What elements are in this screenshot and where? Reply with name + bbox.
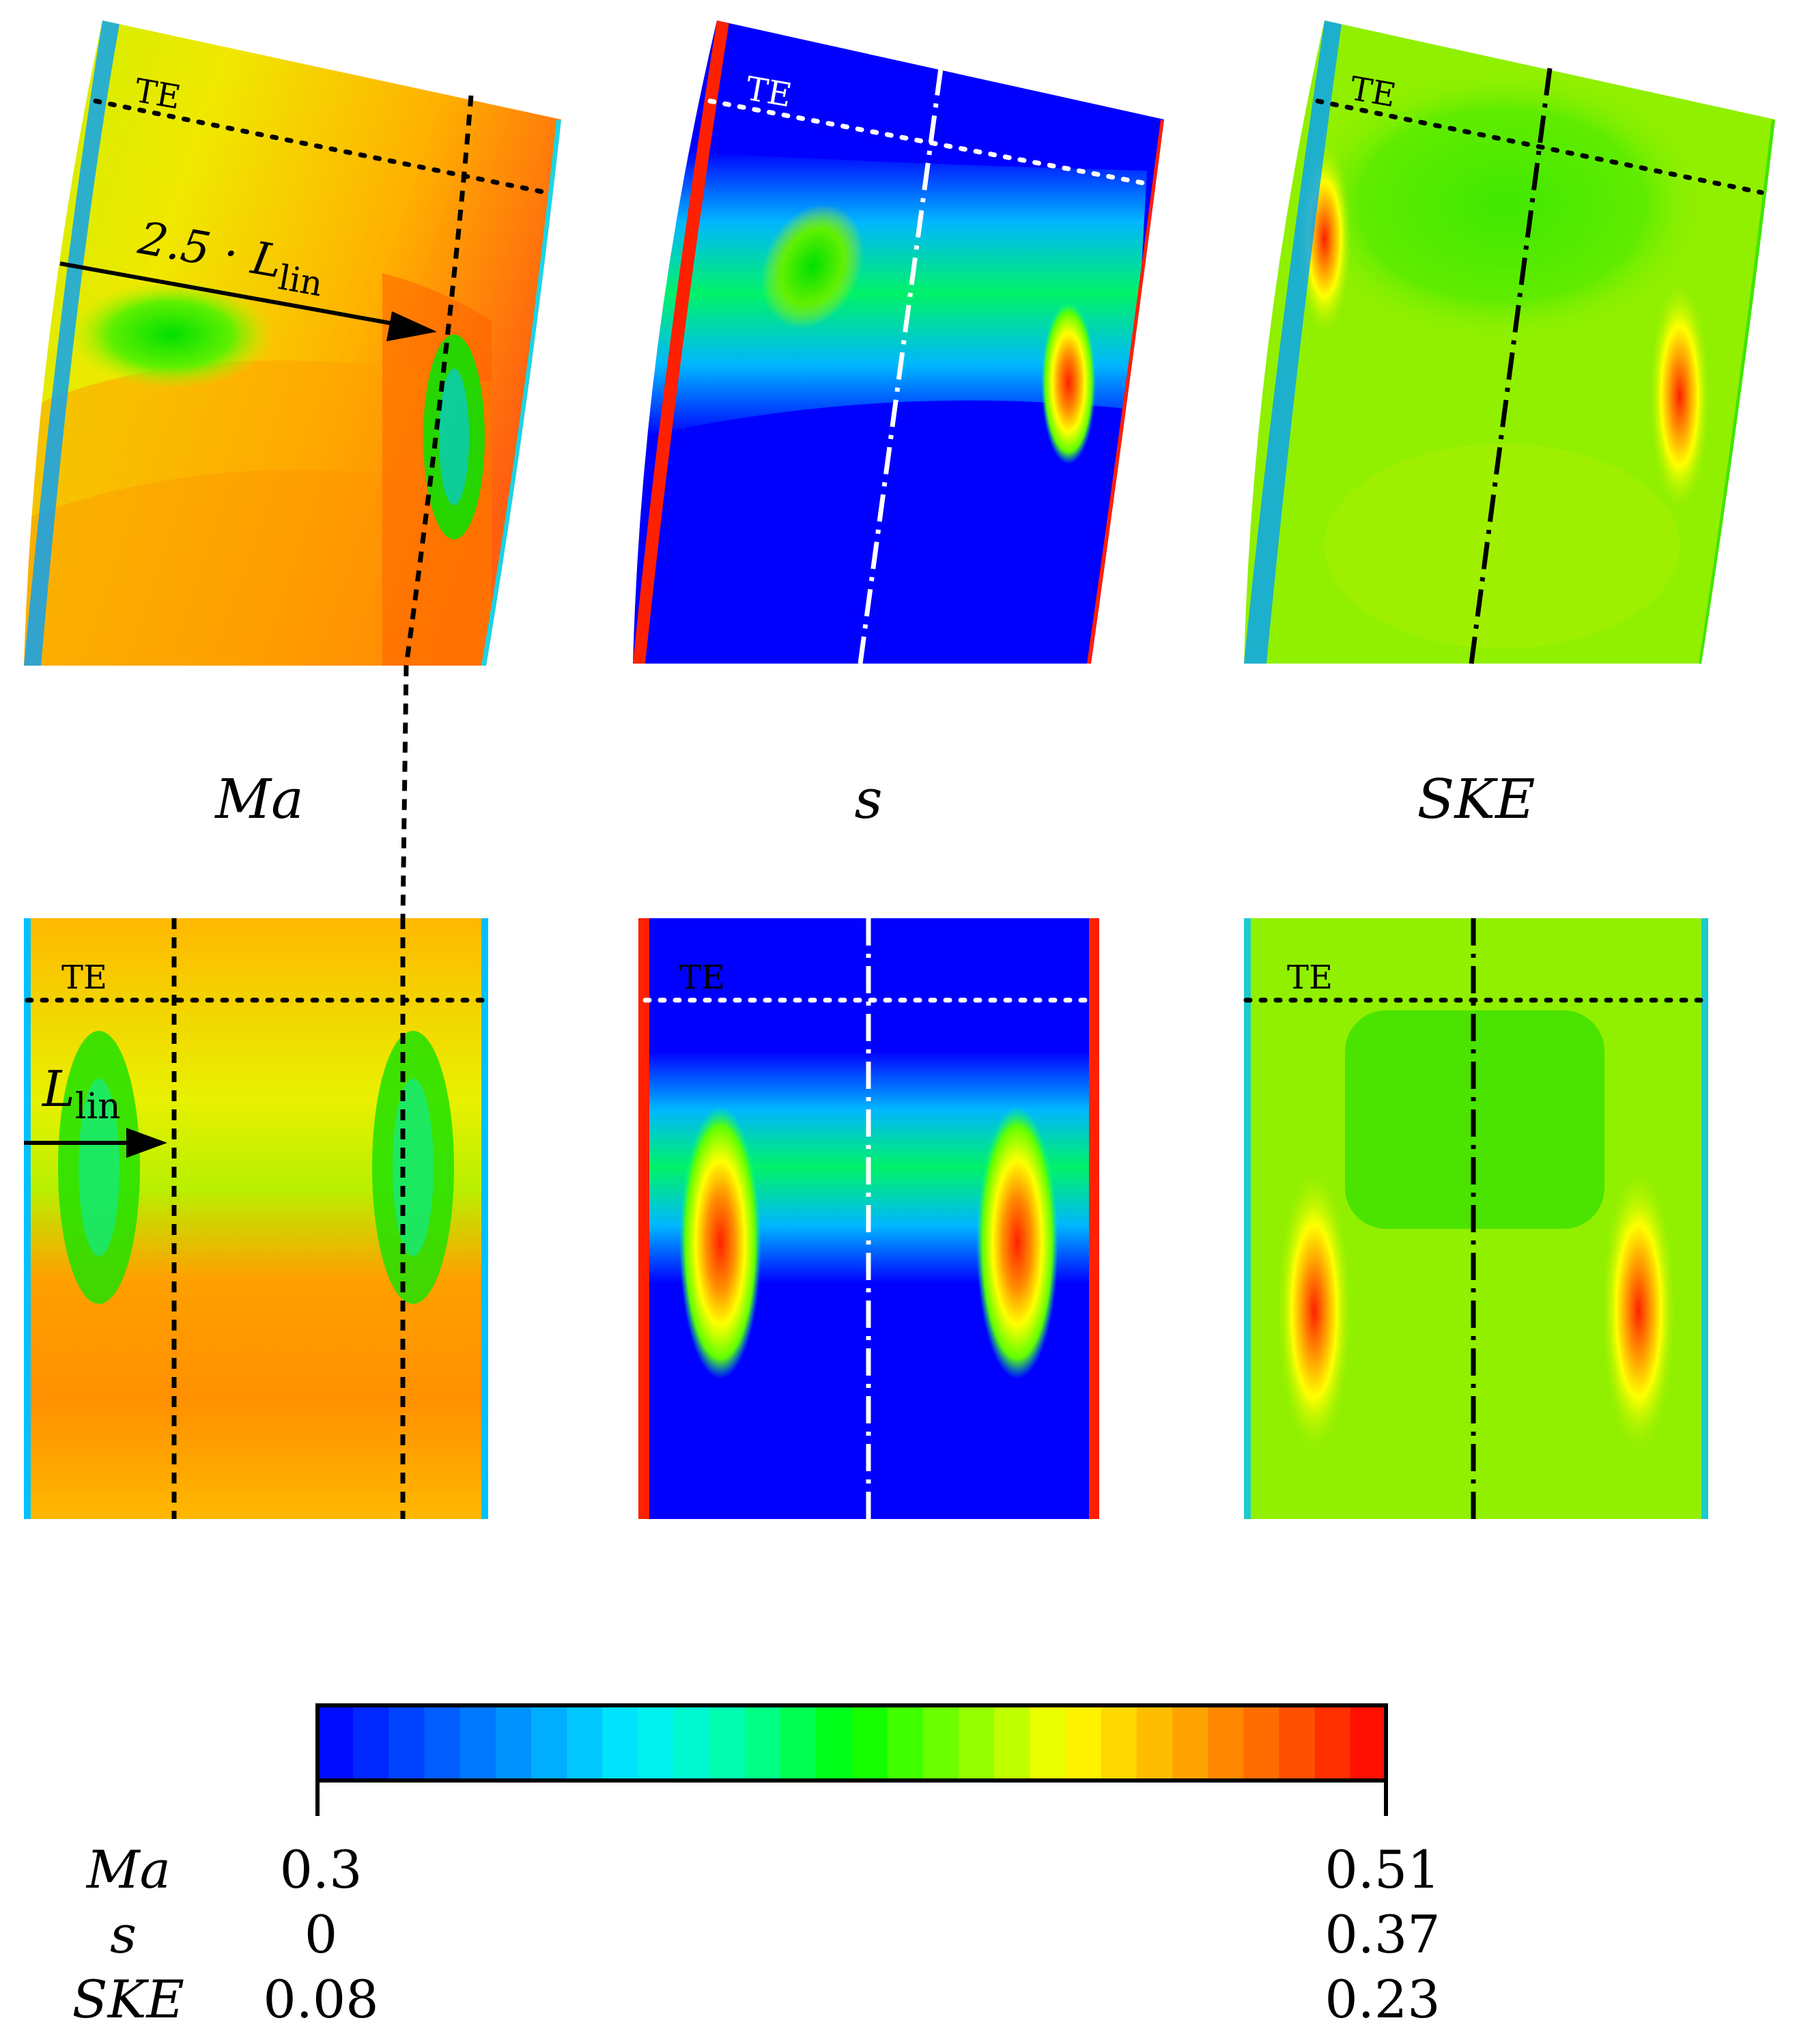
ma-bottom-te-label: TE <box>61 959 107 997</box>
colorbar-band <box>1065 1705 1102 1780</box>
ske-bottom-te-label: TE <box>1287 959 1333 997</box>
colorbar-band <box>531 1705 567 1780</box>
s-column-label: s <box>854 767 882 831</box>
s-top-contour <box>633 20 1164 664</box>
colorbar-band <box>851 1705 888 1780</box>
colorbar-band <box>1030 1705 1066 1780</box>
ma-top-contour <box>24 20 561 666</box>
colorbar-band <box>638 1705 675 1780</box>
s-bottom-te-label: TE <box>679 959 725 997</box>
ma-top-distance-arrow <box>59 261 409 328</box>
s-top-centerline <box>858 68 944 664</box>
ske-top-te-label: TE <box>1347 70 1399 115</box>
colorbar-band <box>1101 1705 1137 1780</box>
colorbar-band <box>709 1705 746 1780</box>
colorbar-band <box>424 1705 461 1780</box>
colorbar-band <box>994 1705 1030 1780</box>
ske-column-label: SKE <box>1417 767 1536 831</box>
legend-row-s-max: 0.37 <box>1325 1904 1440 1965</box>
legend-row-ske-name: SKE <box>72 1969 184 2030</box>
colorbar-band <box>1314 1705 1351 1780</box>
ske-bottom-contour <box>1244 918 1708 1519</box>
legend-row-ma-name: Ma <box>85 1839 171 1900</box>
colorbar-band <box>745 1705 781 1780</box>
colorbar-band <box>1279 1705 1316 1780</box>
colorbar-band <box>780 1705 817 1780</box>
colorbar-band <box>1172 1705 1208 1780</box>
colorbar-band <box>388 1705 425 1780</box>
ma-top-arrowhead <box>386 311 437 341</box>
legend-row-ma-min: 0.3 <box>280 1839 363 1900</box>
ske-top-contour <box>1244 20 1775 664</box>
colorbar-band <box>1243 1705 1280 1780</box>
ske-top-centerline <box>1469 68 1553 664</box>
legend-row-ske-max: 0.23 <box>1325 1969 1440 2030</box>
ma-bottom-distance-label: Llin <box>41 1060 121 1127</box>
legend-row-ske-min: 0.08 <box>263 1969 378 2030</box>
ma-bottom-arrowhead <box>126 1128 167 1158</box>
colorbar-band <box>317 1705 354 1780</box>
ma-top-te-label: TE <box>132 72 184 117</box>
colorbar <box>315 1703 1388 1816</box>
legend-row-s-min: 0 <box>305 1904 337 1965</box>
ske-top-te-line <box>1315 98 1764 195</box>
ma-bottom-contour <box>24 918 488 1519</box>
ma-top-probe-line <box>400 95 474 919</box>
colorbar-band <box>567 1705 603 1780</box>
colorbar-band <box>959 1705 995 1780</box>
ma-column-label: Ma <box>214 767 304 831</box>
colorbar-band <box>922 1705 959 1780</box>
colorbar-band <box>673 1705 710 1780</box>
colorbar-band <box>1350 1705 1387 1780</box>
legend-row-ma-max: 0.51 <box>1325 1839 1440 1900</box>
legend-row-s-name: s <box>110 1904 137 1965</box>
colorbar-band <box>353 1705 389 1780</box>
ma-top-te-line <box>93 98 549 195</box>
colorbar-band <box>602 1705 639 1780</box>
colorbar-band <box>816 1705 853 1780</box>
colorbar-band <box>1136 1705 1173 1780</box>
s-top-te-line <box>707 98 1153 187</box>
s-top-te-label: TE <box>743 70 795 115</box>
colorbar-band <box>1208 1705 1244 1780</box>
colorbar-band <box>495 1705 532 1780</box>
colorbar-band <box>459 1705 496 1780</box>
colorbar-band <box>887 1705 924 1780</box>
